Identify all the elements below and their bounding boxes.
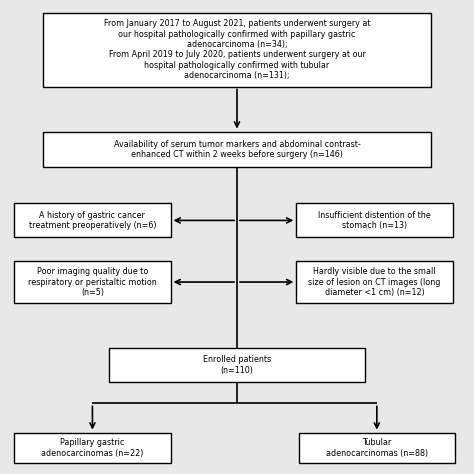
FancyBboxPatch shape: [109, 348, 365, 382]
Text: Availability of serum tumor markers and abdominal contrast-
enhanced CT within 2: Availability of serum tumor markers and …: [114, 140, 360, 159]
FancyBboxPatch shape: [299, 432, 455, 464]
Text: From January 2017 to August 2021, patients underwent surgery at
our hospital pat: From January 2017 to August 2021, patien…: [104, 19, 370, 80]
FancyBboxPatch shape: [43, 131, 431, 167]
Text: Papillary gastric
adenocarcinomas (n=22): Papillary gastric adenocarcinomas (n=22): [41, 438, 144, 457]
Text: Enrolled patients
(n=110): Enrolled patients (n=110): [203, 356, 271, 374]
FancyBboxPatch shape: [14, 261, 171, 303]
FancyBboxPatch shape: [14, 432, 171, 464]
FancyBboxPatch shape: [296, 261, 453, 303]
FancyBboxPatch shape: [43, 13, 431, 87]
Text: Tubular
adenocarcinomas (n=88): Tubular adenocarcinomas (n=88): [326, 438, 428, 457]
Text: A history of gastric cancer
treatment preoperatively (n=6): A history of gastric cancer treatment pr…: [29, 211, 156, 230]
FancyBboxPatch shape: [296, 203, 453, 237]
Text: Hardly visible due to the small
size of lesion on CT images (long
diameter <1 cm: Hardly visible due to the small size of …: [308, 267, 441, 297]
Text: Insufficient distention of the
stomach (n=13): Insufficient distention of the stomach (…: [318, 211, 431, 230]
FancyBboxPatch shape: [14, 203, 171, 237]
Text: Poor imaging quality due to
respiratory or peristaltic motion
(n=5): Poor imaging quality due to respiratory …: [28, 267, 157, 297]
